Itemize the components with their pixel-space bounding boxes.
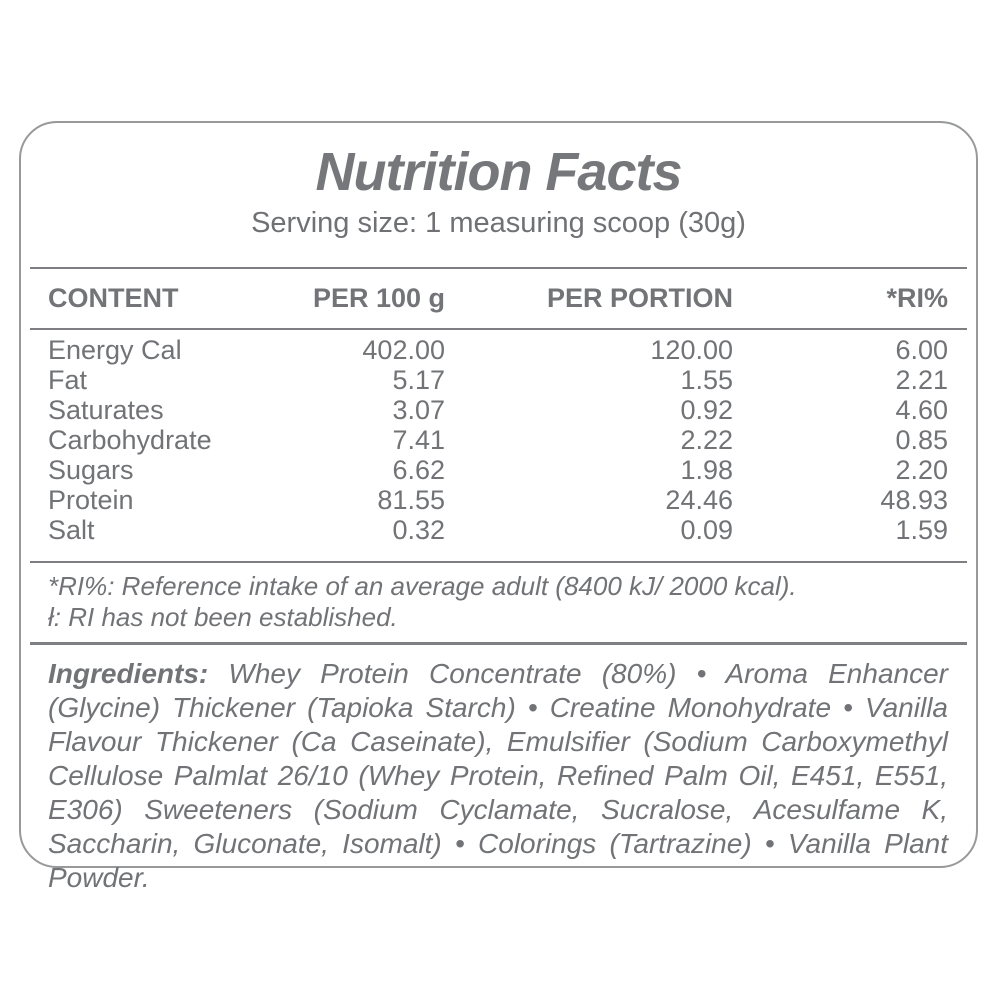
row-per100g-cell: 3.07 [392, 394, 445, 425]
row-per-portion-cell: 120.00 [650, 334, 733, 365]
table-row: Energy Cal 402.00 120.00 6.00 [48, 335, 948, 365]
row-ri-percent-cell: 48.93 [880, 484, 948, 515]
row-ri-percent-cell: 0.85 [895, 424, 948, 455]
row-ri-percent-cell: 6.00 [895, 334, 948, 365]
row-per-portion-cell: 0.92 [680, 394, 733, 425]
ingredients-paragraph: Ingredients: Whey Protein Concentrate (8… [30, 645, 967, 895]
serving-size-text: Serving size: 1 measuring scoop (30g) [251, 207, 746, 239]
row-per-portion-cell: 2.22 [680, 424, 733, 455]
header-per-portion: PER PORTION [546, 283, 733, 313]
table-row: Saturates 3.07 0.92 4.60 [48, 395, 948, 425]
row-per100g-cell: 7.41 [392, 424, 445, 455]
row-per-portion-cell: 1.98 [680, 454, 733, 485]
row-ri-percent-cell: 2.20 [895, 454, 948, 485]
header-per-100g: PER 100 g [312, 283, 445, 313]
row-per100g-cell: 0.32 [392, 514, 445, 545]
footnote-block: *RI%: Reference intake of an average adu… [30, 563, 967, 645]
row-ri-percent-cell: 4.60 [895, 394, 948, 425]
row-label-cell: Sugars [48, 454, 134, 485]
row-per100g-cell: 402.00 [362, 334, 445, 365]
header-content: CONTENT [48, 283, 179, 313]
row-ri-percent-cell: 1.59 [895, 514, 948, 545]
row-per100g-cell: 6.62 [392, 454, 445, 485]
row-label-cell: Protein [48, 484, 134, 515]
table-row: Carbohydrate 7.41 2.22 0.85 [48, 425, 948, 455]
table-row: Protein 81.55 24.46 48.93 [48, 485, 948, 515]
footnote-ri-not-established: ł: RI has not been established. [48, 602, 398, 632]
row-label-cell: Carbohydrate [48, 424, 212, 455]
row-per-portion-cell: 1.55 [680, 364, 733, 395]
table-body: Energy Cal 402.00 120.00 6.00 Fat 5.17 1.55 2.2… [30, 330, 967, 561]
table-row: Fat 5.17 1.55 2.21 [48, 365, 948, 395]
row-per-portion-cell: 0.09 [680, 514, 733, 545]
nutrition-table: CONTENT PER 100 g PER PORTION *RI% Energ… [30, 267, 967, 563]
row-per100g-cell: 5.17 [392, 364, 445, 395]
row-label-cell: Energy Cal [48, 334, 182, 365]
table-row: Salt 0.32 0.09 1.59 [48, 515, 948, 545]
row-label-cell: Saturates [48, 394, 164, 425]
row-label-cell: Salt [48, 514, 95, 545]
ingredients-label: Ingredients: [48, 658, 209, 689]
row-per100g-cell: 81.55 [377, 484, 445, 515]
table-row: Sugars 6.62 1.98 2.20 [48, 455, 948, 485]
ingredients-text: Whey Protein Concentrate (80%) • Aroma E… [48, 658, 948, 893]
table-header-row: CONTENT PER 100 g PER PORTION *RI% [30, 269, 967, 330]
row-label-cell: Fat [48, 364, 88, 395]
footnote-ri: *RI%: Reference intake of an average adu… [48, 571, 797, 601]
header-ri-percent: *RI% [886, 283, 948, 313]
nutrition-label-panel: Nutrition Facts Serving size: 1 measurin… [19, 121, 978, 893]
page-title: Nutrition Facts [315, 142, 682, 202]
row-per-portion-cell: 24.46 [665, 484, 733, 515]
row-ri-percent-cell: 2.21 [895, 364, 948, 395]
